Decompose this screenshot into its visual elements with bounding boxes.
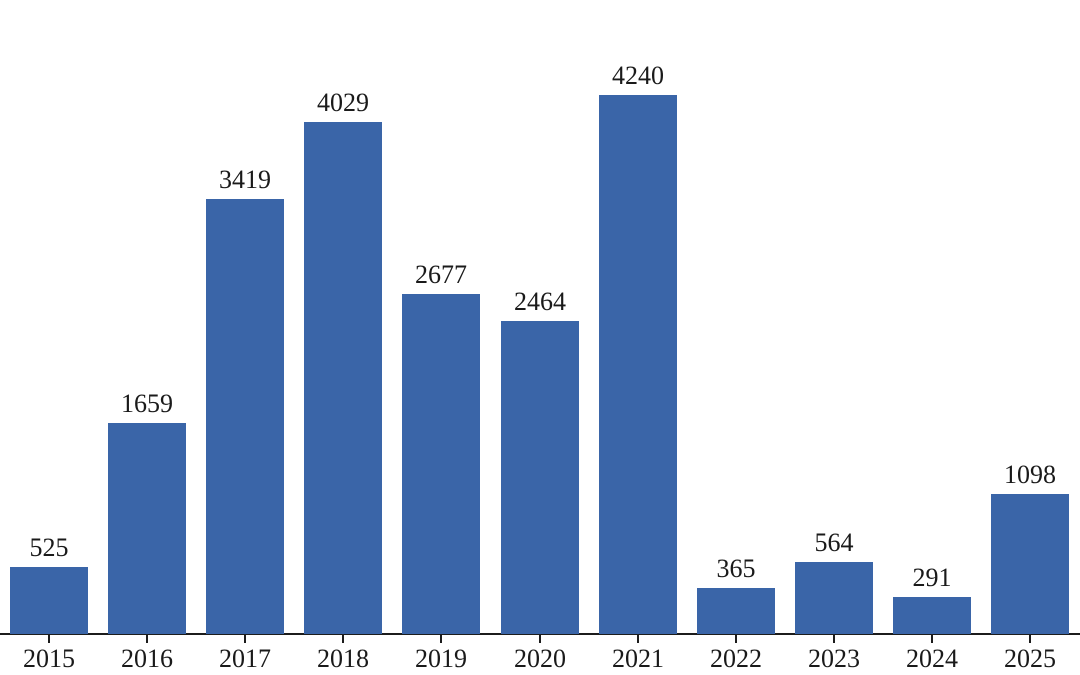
x-axis-tick <box>931 635 933 643</box>
bar <box>206 199 284 634</box>
x-tick-label: 2019 <box>415 644 467 673</box>
bar <box>697 588 775 634</box>
bar <box>108 423 186 634</box>
bar-value-label: 365 <box>716 554 756 583</box>
bar <box>991 494 1069 634</box>
x-tick-label: 2016 <box>121 644 173 673</box>
bar-value-label: 1098 <box>1004 460 1056 489</box>
x-axis-tick <box>1029 635 1031 643</box>
bar <box>599 95 677 634</box>
x-axis-tick <box>833 635 835 643</box>
bar-value-label: 1659 <box>121 389 173 418</box>
x-tick-label: 2015 <box>23 644 75 673</box>
x-tick-label: 2021 <box>612 644 664 673</box>
x-axis-tick <box>244 635 246 643</box>
x-axis-tick <box>146 635 148 643</box>
bar-value-label: 564 <box>814 528 854 557</box>
bar <box>893 597 971 634</box>
bar <box>795 562 873 634</box>
x-axis-tick <box>440 635 442 643</box>
bar <box>10 567 88 634</box>
bar-value-label: 291 <box>912 563 952 592</box>
x-tick-label: 2025 <box>1004 644 1056 673</box>
x-axis-line <box>0 633 1080 635</box>
x-tick-label: 2024 <box>906 644 958 673</box>
x-axis-tick <box>539 635 541 643</box>
bar-value-label: 2677 <box>415 260 467 289</box>
x-axis-tick <box>735 635 737 643</box>
x-tick-label: 2017 <box>219 644 271 673</box>
bar-value-label: 4029 <box>317 88 369 117</box>
bar-value-label: 2464 <box>514 287 566 316</box>
x-axis-tick <box>342 635 344 643</box>
bar <box>402 294 480 634</box>
x-tick-label: 2020 <box>514 644 566 673</box>
bar <box>501 321 579 634</box>
x-axis-tick <box>48 635 50 643</box>
bar-value-label: 525 <box>29 533 69 562</box>
x-tick-label: 2023 <box>808 644 860 673</box>
bar-value-label: 3419 <box>219 165 271 194</box>
x-tick-label: 2018 <box>317 644 369 673</box>
bar <box>304 122 382 634</box>
x-axis-tick <box>637 635 639 643</box>
x-tick-label: 2022 <box>710 644 762 673</box>
bar-value-label: 4240 <box>612 61 664 90</box>
